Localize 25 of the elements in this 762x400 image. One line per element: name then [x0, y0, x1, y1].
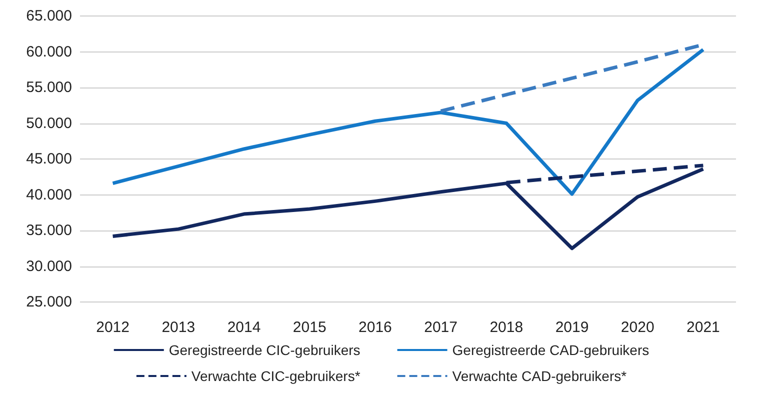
- y-tick-label: 35.000: [26, 222, 72, 239]
- y-tick-label: 60.000: [26, 43, 72, 60]
- x-tick-label: 2020: [620, 319, 654, 336]
- x-tick-label: 2019: [555, 319, 589, 336]
- y-tick-label: 25.000: [26, 294, 72, 310]
- y-tick-label: 65.000: [26, 8, 72, 24]
- legend-label: Geregistreerde CAD-gebruikers: [452, 342, 650, 358]
- line-series: [111, 48, 705, 196]
- x-tick-label: 2018: [490, 319, 524, 336]
- y-tick-label: 40.000: [26, 186, 72, 204]
- legend-label: Verwachte CIC-gebruikers*: [191, 368, 361, 384]
- y-tick-label: 30.000: [26, 258, 72, 275]
- x-tick-label: 2012: [96, 319, 130, 336]
- x-tick-label: 2016: [358, 319, 392, 336]
- line-series: [111, 167, 705, 250]
- x-tick-label: 2015: [292, 319, 326, 336]
- x-tick-label: 2013: [162, 319, 196, 336]
- y-tick-label: 50.000: [26, 114, 72, 132]
- legend-label: Verwachte CAD-gebruikers*: [452, 368, 628, 384]
- x-tick-label: 2017: [424, 319, 458, 336]
- y-tick-label: 55.000: [26, 79, 72, 96]
- legend-label: Geregistreerde CIC-gebruikers: [168, 342, 360, 358]
- y-tick-label: 45.000: [26, 150, 72, 168]
- x-tick-label: 2014: [227, 319, 261, 336]
- x-tick-label: 2021: [686, 319, 720, 336]
